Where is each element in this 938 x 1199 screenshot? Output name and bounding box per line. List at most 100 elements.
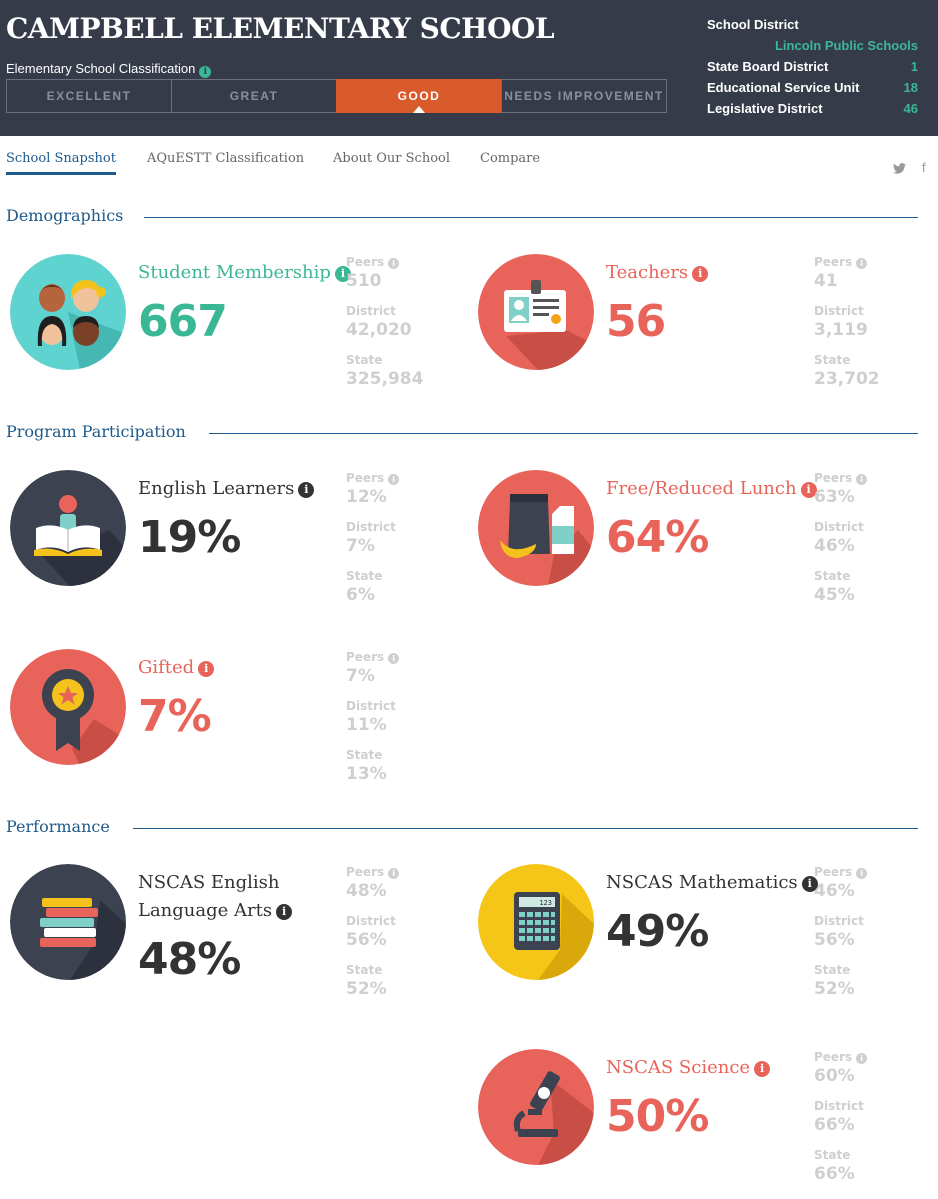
- classification-excellent[interactable]: EXCELLENT: [6, 79, 172, 113]
- district-label: District: [814, 520, 864, 534]
- peers-label: Peers i: [814, 470, 924, 486]
- english-learners-value: 19%: [138, 512, 241, 563]
- district-label: District: [814, 1099, 864, 1113]
- peers-label: Peers i: [814, 254, 924, 270]
- peers-value: 41: [814, 271, 838, 291]
- student-membership-comparisons: Peers i 510 District 42,020 State 325,984: [346, 254, 456, 401]
- district-value: 42,020: [346, 320, 412, 340]
- info-icon[interactable]: i: [334, 266, 351, 282]
- nscas-ela-label-line1: NSCAS English: [138, 872, 280, 893]
- legislative-district-row: Legislative District 46: [707, 98, 918, 119]
- school-title: CAMPBELL ELEMENTARY SCHOOL: [6, 12, 555, 45]
- state-board-district-label: State Board District: [707, 59, 829, 74]
- nav-tabs: School Snapshot AQuESTT Classification A…: [0, 136, 938, 180]
- tab-school-snapshot[interactable]: School Snapshot: [6, 151, 116, 175]
- peers-value: 48%: [346, 881, 387, 901]
- info-icon[interactable]: i: [692, 266, 709, 282]
- school-header: CAMPBELL ELEMENTARY SCHOOL Elementary Sc…: [0, 0, 938, 136]
- free-reduced-lunch-label-text: Free/Reduced Lunch: [606, 478, 797, 499]
- peers-value: 12%: [346, 487, 387, 507]
- info-icon[interactable]: i: [754, 1061, 771, 1077]
- district-value: 7%: [346, 536, 375, 556]
- student-membership-label: Student Membership i: [138, 262, 351, 283]
- tab-aquestt-classification[interactable]: AQuESTT Classification: [147, 151, 305, 166]
- lunch-icon: [478, 470, 594, 586]
- info-icon[interactable]: i: [199, 66, 212, 78]
- twitter-icon[interactable]: [893, 162, 906, 177]
- classification-needs-improvement[interactable]: NEEDS IMPROVEMENT: [501, 79, 667, 113]
- peers-label: Peers i: [814, 1049, 924, 1065]
- state-label: State: [814, 353, 851, 367]
- peers-label-text: Peers: [346, 471, 385, 485]
- info-icon[interactable]: i: [388, 474, 400, 485]
- info-icon[interactable]: i: [856, 258, 868, 269]
- info-icon[interactable]: i: [388, 653, 400, 664]
- info-icon[interactable]: i: [298, 482, 315, 498]
- classification-great[interactable]: GREAT: [171, 79, 337, 113]
- info-icon[interactable]: i: [198, 661, 215, 677]
- school-district-link[interactable]: Lincoln Public Schools: [774, 38, 918, 53]
- student-membership-card: Student Membership i 667 Peers i 510 Distri…: [6, 254, 466, 404]
- peers-label: Peers i: [346, 254, 456, 270]
- tab-compare[interactable]: Compare: [480, 151, 541, 166]
- peers-value: 7%: [346, 666, 375, 686]
- nscas-ela-value: 48%: [138, 934, 241, 985]
- legislative-district-value: 46: [903, 101, 918, 116]
- teachers-comparisons: Peers i 41 District 3,119 State 23,702: [814, 254, 924, 401]
- english-learners-card: English Learners i 19% Peers i 12% District…: [6, 470, 466, 620]
- nscas-math-label: NSCAS Mathematics i: [606, 872, 818, 893]
- teachers-card: Teachers i 56 Peers i 41 District 3,119 Stat…: [474, 254, 934, 404]
- peers-label-text: Peers: [814, 471, 853, 485]
- district-label: District: [346, 914, 396, 928]
- state-label: State: [814, 963, 851, 977]
- microscope-icon: [478, 1049, 594, 1165]
- nscas-ela-card: NSCAS English Language Arts i 48% Peers i 4…: [6, 864, 466, 1014]
- state-value: 52%: [346, 979, 387, 999]
- district-value: 11%: [346, 715, 387, 735]
- nscas-math-label-text: NSCAS Mathematics: [606, 872, 798, 893]
- classification-label-text: Elementary School Classification: [6, 61, 196, 76]
- gifted-comparisons: Peers i 7% District 11% State 13%: [346, 649, 456, 796]
- info-icon[interactable]: i: [856, 474, 868, 485]
- id-badge-icon: [478, 254, 594, 370]
- info-icon[interactable]: i: [801, 876, 818, 892]
- info-icon[interactable]: i: [388, 258, 400, 269]
- nscas-math-value: 49%: [606, 906, 709, 957]
- school-district-row: School District: [707, 14, 918, 35]
- state-board-district-value: 1: [910, 59, 918, 74]
- free-reduced-lunch-card: Free/Reduced Lunch i 64% Peers i 63% Distri…: [474, 470, 934, 620]
- classification-good[interactable]: GOOD: [336, 79, 502, 113]
- state-label: State: [814, 1148, 851, 1162]
- nscas-ela-label-line2-text: Language Arts: [138, 900, 273, 921]
- peers-value: 46%: [814, 881, 855, 901]
- teachers-label-text: Teachers: [606, 262, 689, 283]
- tab-about-our-school[interactable]: About Our School: [333, 151, 451, 166]
- district-info: School District Lincoln Public Schools S…: [707, 14, 918, 119]
- peers-value: 60%: [814, 1066, 855, 1086]
- english-learners-label-text: English Learners: [138, 478, 295, 499]
- info-icon[interactable]: i: [856, 868, 868, 879]
- gifted-value: 7%: [138, 691, 212, 742]
- book-stack-icon: [10, 864, 126, 980]
- info-icon[interactable]: i: [856, 1053, 868, 1064]
- peers-label-text: Peers: [814, 865, 853, 879]
- peers-label-text: Peers: [346, 865, 385, 879]
- section-divider: [144, 217, 918, 218]
- peers-value: 63%: [814, 487, 855, 507]
- info-icon[interactable]: i: [388, 868, 400, 879]
- facebook-icon[interactable]: f: [922, 160, 926, 175]
- state-label: State: [346, 569, 383, 583]
- calculator-icon: 123: [478, 864, 594, 980]
- info-icon[interactable]: i: [276, 904, 293, 920]
- esu-value: 18: [903, 80, 918, 95]
- teachers-label: Teachers i: [606, 262, 709, 283]
- award-ribbon-icon: [10, 649, 126, 765]
- free-reduced-lunch-label: Free/Reduced Lunch i: [606, 478, 817, 499]
- state-value: 23,702: [814, 369, 880, 389]
- nscas-ela-comparisons: Peers i 48% District 56% State 52%: [346, 864, 456, 1011]
- classification-tabs: EXCELLENT GREAT GOOD NEEDS IMPROVEMENT: [6, 79, 670, 113]
- teachers-value: 56: [606, 296, 666, 347]
- district-label: District: [346, 699, 396, 713]
- free-reduced-lunch-value: 64%: [606, 512, 709, 563]
- info-icon[interactable]: i: [800, 482, 817, 498]
